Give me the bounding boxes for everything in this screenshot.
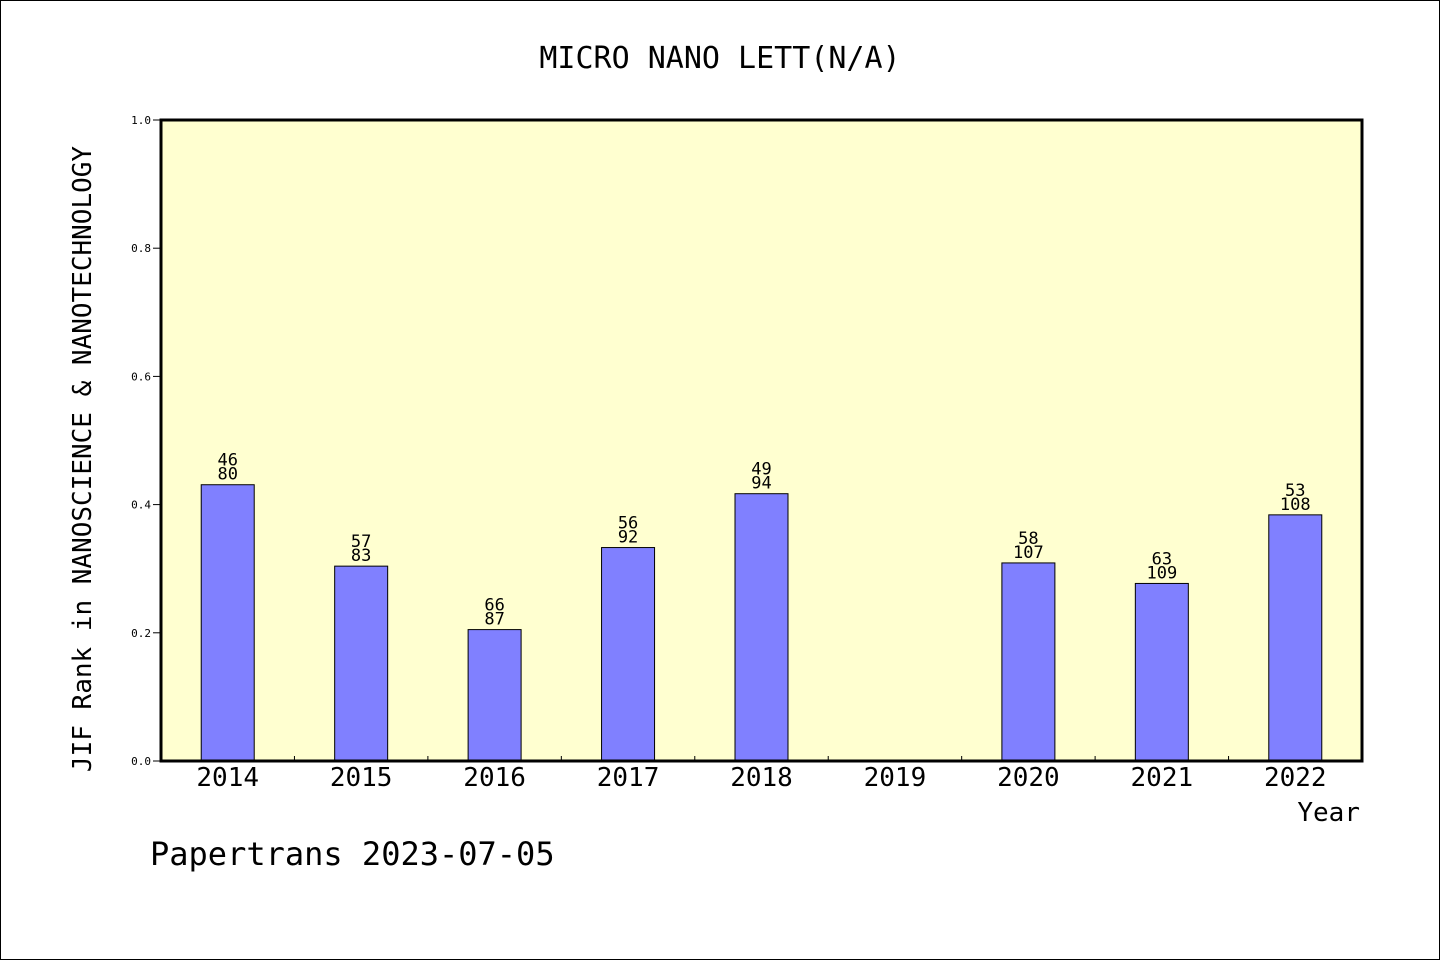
bar-rank-label: 66 bbox=[484, 596, 504, 616]
x-tick-label: 2022 bbox=[1264, 763, 1327, 793]
bar-rank-label: 49 bbox=[751, 460, 771, 480]
bar-total-label: 94 bbox=[751, 474, 771, 494]
bar-rank-label: 56 bbox=[618, 514, 638, 534]
bar-total-label: 108 bbox=[1280, 495, 1311, 515]
bar-2017 bbox=[601, 547, 656, 762]
bar-2014 bbox=[200, 484, 255, 762]
bar-2015 bbox=[334, 565, 389, 762]
bar-total-label: 107 bbox=[1013, 543, 1044, 563]
bar-total-label: 92 bbox=[618, 528, 638, 548]
x-tick-label: 2014 bbox=[196, 763, 259, 793]
bar-rank-label: 46 bbox=[217, 451, 237, 471]
y-tick-label: 0.6 bbox=[131, 370, 151, 383]
footer-text: Papertrans 2023-07-05 bbox=[150, 835, 555, 873]
x-axis-label: Year bbox=[1297, 798, 1360, 828]
y-tick-label: 0.0 bbox=[131, 755, 151, 768]
y-axis: 0.0 0.2 0.4 0.6 0.8 1.0 bbox=[131, 114, 161, 768]
y-tick-label: 0.8 bbox=[131, 242, 151, 255]
y-axis-label: JIF Rank in NANOSCIENCE & NANOTECHNOLOGY bbox=[68, 146, 98, 772]
bar-total-label: 80 bbox=[217, 465, 237, 485]
bars-group bbox=[200, 484, 1323, 762]
y-tick-label: 0.4 bbox=[131, 499, 151, 512]
x-tick-label: 2016 bbox=[463, 763, 526, 793]
bar-total-label: 109 bbox=[1146, 563, 1177, 583]
x-tick-label: 2021 bbox=[1131, 763, 1194, 793]
bar-rank-label: 58 bbox=[1018, 529, 1038, 549]
x-tick-label: 2017 bbox=[597, 763, 660, 793]
bar-2020 bbox=[1001, 562, 1056, 762]
y-tick-label: 0.2 bbox=[131, 627, 151, 640]
y-tick-label: 1.0 bbox=[131, 114, 151, 127]
x-tick-label: 2018 bbox=[730, 763, 793, 793]
bar-2022 bbox=[1268, 514, 1323, 762]
plot-border bbox=[159, 118, 1364, 763]
x-axis: 2014 2015 2016 2017 2018 2019 2020 2021 2022 bbox=[196, 756, 1327, 793]
x-tick-label: 2015 bbox=[330, 763, 393, 793]
x-tick-label: 2019 bbox=[864, 763, 927, 793]
bar-rank-label: 57 bbox=[351, 532, 371, 552]
bar-2018 bbox=[734, 493, 789, 762]
bar-total-label: 87 bbox=[484, 610, 504, 630]
x-tick-label: 2020 bbox=[997, 763, 1060, 793]
chart-title: MICRO NANO LETT(N/A) bbox=[539, 41, 900, 76]
bar-2016 bbox=[467, 629, 522, 762]
bar-rank-label: 63 bbox=[1152, 549, 1172, 569]
bar-total-label: 83 bbox=[351, 546, 371, 566]
bar-2021 bbox=[1134, 582, 1189, 762]
bar-rank-label: 53 bbox=[1285, 481, 1305, 501]
